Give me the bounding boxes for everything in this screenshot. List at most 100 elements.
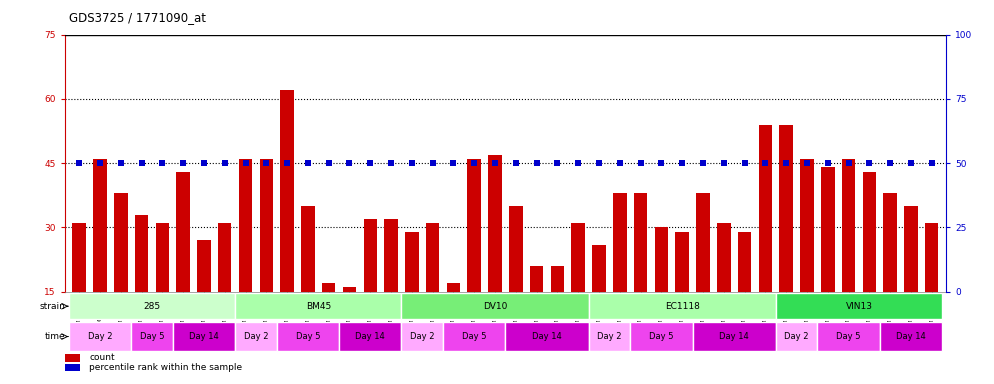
FancyBboxPatch shape: [693, 322, 775, 351]
Text: percentile rank within the sample: percentile rank within the sample: [89, 363, 243, 372]
Text: DV10: DV10: [483, 302, 507, 311]
Point: [196, 160, 212, 166]
Point: [923, 160, 939, 166]
Bar: [572, 223, 585, 292]
Point: [92, 160, 108, 166]
Point: [903, 160, 918, 166]
Bar: [696, 193, 710, 292]
Bar: [634, 193, 647, 292]
Point: [258, 160, 274, 166]
Bar: [655, 227, 668, 292]
Bar: [343, 288, 356, 292]
Point: [778, 160, 794, 166]
Point: [653, 160, 669, 166]
FancyBboxPatch shape: [402, 293, 588, 319]
FancyBboxPatch shape: [588, 322, 630, 351]
Bar: [425, 223, 439, 292]
Bar: [863, 172, 876, 292]
Text: Day 5: Day 5: [140, 332, 164, 341]
Bar: [218, 223, 232, 292]
Point: [217, 160, 233, 166]
Bar: [467, 159, 481, 292]
Point: [175, 160, 191, 166]
Text: strain: strain: [39, 302, 65, 311]
Bar: [509, 206, 523, 292]
Text: Day 2: Day 2: [597, 332, 621, 341]
Bar: [385, 219, 398, 292]
Bar: [197, 240, 211, 292]
Bar: [779, 124, 793, 292]
Point: [883, 160, 899, 166]
Point: [591, 160, 607, 166]
Text: BM45: BM45: [306, 302, 331, 311]
Text: Day 14: Day 14: [356, 332, 385, 341]
Point: [487, 160, 503, 166]
Point: [342, 160, 358, 166]
FancyBboxPatch shape: [588, 293, 775, 319]
Bar: [301, 206, 315, 292]
Bar: [176, 172, 190, 292]
Point: [154, 160, 170, 166]
Bar: [738, 232, 751, 292]
Point: [321, 160, 337, 166]
Bar: [592, 245, 605, 292]
Bar: [613, 193, 626, 292]
Bar: [800, 159, 814, 292]
Text: Day 14: Day 14: [532, 332, 562, 341]
FancyBboxPatch shape: [236, 293, 402, 319]
FancyBboxPatch shape: [817, 322, 880, 351]
FancyBboxPatch shape: [173, 322, 236, 351]
Point: [72, 160, 87, 166]
Bar: [884, 193, 897, 292]
Text: Day 5: Day 5: [649, 332, 674, 341]
Bar: [65, 354, 81, 361]
FancyBboxPatch shape: [630, 322, 693, 351]
Bar: [239, 159, 252, 292]
FancyBboxPatch shape: [880, 322, 942, 351]
Point: [757, 160, 773, 166]
Text: Day 14: Day 14: [189, 332, 219, 341]
Point: [529, 160, 545, 166]
Text: VIN13: VIN13: [846, 302, 873, 311]
FancyBboxPatch shape: [505, 322, 588, 351]
Point: [820, 160, 836, 166]
Point: [571, 160, 586, 166]
Text: GDS3725 / 1771090_at: GDS3725 / 1771090_at: [69, 11, 206, 24]
Text: Day 2: Day 2: [784, 332, 809, 341]
Bar: [73, 223, 85, 292]
Text: 285: 285: [143, 302, 160, 311]
Text: time: time: [45, 332, 65, 341]
Point: [737, 160, 752, 166]
Point: [363, 160, 379, 166]
FancyBboxPatch shape: [131, 322, 173, 351]
Text: Day 14: Day 14: [896, 332, 925, 341]
Text: EC1118: EC1118: [665, 302, 700, 311]
FancyBboxPatch shape: [69, 322, 131, 351]
Point: [112, 160, 128, 166]
Point: [632, 160, 648, 166]
Bar: [65, 364, 81, 371]
Bar: [446, 283, 460, 292]
Point: [383, 160, 399, 166]
Bar: [530, 266, 544, 292]
FancyBboxPatch shape: [775, 293, 942, 319]
Bar: [156, 223, 169, 292]
Bar: [114, 193, 127, 292]
Bar: [676, 232, 689, 292]
Bar: [758, 124, 772, 292]
Point: [612, 160, 628, 166]
Point: [466, 160, 482, 166]
FancyBboxPatch shape: [276, 322, 339, 351]
Bar: [406, 232, 418, 292]
FancyBboxPatch shape: [69, 293, 236, 319]
Text: Day 2: Day 2: [410, 332, 434, 341]
Bar: [842, 159, 855, 292]
Point: [424, 160, 440, 166]
Point: [445, 160, 461, 166]
Text: Day 14: Day 14: [720, 332, 749, 341]
Text: Day 5: Day 5: [836, 332, 861, 341]
Bar: [280, 90, 294, 292]
Point: [695, 160, 711, 166]
Bar: [717, 223, 731, 292]
FancyBboxPatch shape: [236, 322, 276, 351]
